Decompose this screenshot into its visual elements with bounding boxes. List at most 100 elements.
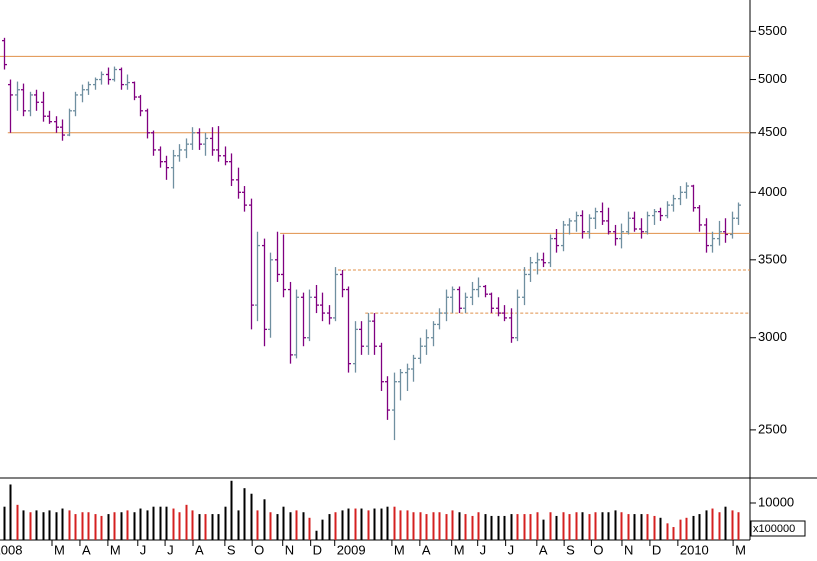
volume-bar	[61, 508, 64, 540]
volume-bar	[74, 514, 77, 540]
y-tick-label: 5000	[758, 71, 787, 86]
volume-bar	[581, 512, 584, 540]
volume-bar	[640, 514, 643, 540]
x-tick-label: S	[566, 542, 575, 557]
volume-bar	[555, 515, 558, 540]
x-tick-label: J	[480, 542, 487, 557]
volume-bar	[68, 510, 71, 540]
volume-bar	[159, 506, 162, 540]
volume-bar	[432, 512, 435, 540]
volume-bar	[302, 512, 305, 540]
volume-bar	[731, 510, 734, 540]
volume-bar	[477, 512, 480, 540]
volume-bar	[516, 514, 519, 540]
volume-bar	[9, 484, 12, 540]
volume-bar	[113, 512, 116, 540]
volume-bar	[315, 530, 318, 540]
volume-bar	[107, 514, 110, 540]
volume-bar	[484, 514, 487, 540]
volume-bar	[601, 512, 604, 540]
volume-bar	[373, 508, 376, 540]
volume-bar	[217, 514, 220, 540]
volume-bar	[510, 514, 513, 540]
volume-bar	[672, 527, 675, 540]
volume-bar	[718, 512, 721, 540]
volume-tick-label: 10000	[758, 494, 794, 509]
volume-bar	[42, 512, 45, 540]
y-tick-label: 5500	[758, 23, 787, 38]
volume-bar	[328, 514, 331, 540]
volume-bar	[152, 506, 155, 540]
volume-bar	[263, 499, 266, 540]
volume-bar	[295, 510, 298, 540]
x-tick-label: 2010	[680, 542, 709, 557]
x-tick-label: J	[167, 542, 174, 557]
volume-bar	[289, 512, 292, 540]
volume-bar	[256, 510, 259, 540]
volume-bar	[224, 506, 227, 540]
volume-bar	[659, 517, 662, 540]
x-tick-label: S	[227, 542, 236, 557]
volume-bar	[269, 512, 272, 540]
x-tick-label: M	[110, 542, 121, 557]
x-tick-label: O	[593, 542, 603, 557]
volume-bar	[120, 512, 123, 540]
volume-bar	[276, 514, 279, 540]
volume-bar	[16, 504, 19, 540]
volume-bar	[55, 512, 58, 540]
volume-bar	[126, 510, 129, 540]
volume-bar	[198, 514, 201, 540]
volume-bar	[100, 515, 103, 540]
volume-bar	[711, 508, 714, 540]
y-tick-label: 3000	[758, 329, 787, 344]
y-tick-label: 3500	[758, 251, 787, 266]
volume-bar	[471, 515, 474, 540]
volume-bar	[568, 514, 571, 540]
volume-bar	[172, 508, 175, 540]
x-tick-label: J	[140, 542, 147, 557]
x-tick-label: A	[422, 542, 431, 557]
volume-bar	[503, 515, 506, 540]
volume-bar	[451, 510, 454, 540]
volume-bar	[607, 512, 610, 540]
volume-bar	[445, 514, 448, 540]
volume-bar	[230, 480, 233, 540]
volume-bar	[542, 519, 545, 540]
volume-bar	[354, 508, 357, 540]
x-tick-label: 2009	[337, 542, 366, 557]
volume-bar	[692, 515, 695, 540]
volume-bar	[133, 512, 136, 540]
volume-bar	[419, 512, 422, 540]
volume-bar	[633, 514, 636, 540]
volume-bar	[685, 517, 688, 540]
volume-bar	[594, 512, 597, 540]
volume-bar	[139, 508, 142, 540]
volume-bar	[165, 506, 168, 540]
volume-bar	[94, 514, 97, 540]
volume-bar	[211, 514, 214, 540]
y-tick-label: 4000	[758, 184, 787, 199]
volume-bar	[653, 515, 656, 540]
volume-bar	[282, 506, 285, 540]
volume-bar	[406, 510, 409, 540]
x-tick-label: A	[195, 542, 204, 557]
volume-bar	[81, 512, 84, 540]
x-tick-label: 2008	[0, 542, 22, 557]
volume-bar	[321, 519, 324, 540]
volume-bar	[347, 508, 350, 540]
x-tick-label: N	[285, 542, 294, 557]
volume-bar	[588, 514, 591, 540]
x-tick-label: M	[735, 542, 746, 557]
volume-bar	[679, 519, 682, 540]
volume-bar	[737, 512, 740, 540]
volume-bar	[614, 510, 617, 540]
volume-bar	[250, 493, 253, 540]
volume-bar	[3, 506, 6, 540]
volume-bar	[237, 510, 240, 540]
volume-bar	[705, 510, 708, 540]
x-tick-label: J	[508, 542, 515, 557]
volume-bar	[464, 514, 467, 540]
volume-bar	[380, 508, 383, 540]
